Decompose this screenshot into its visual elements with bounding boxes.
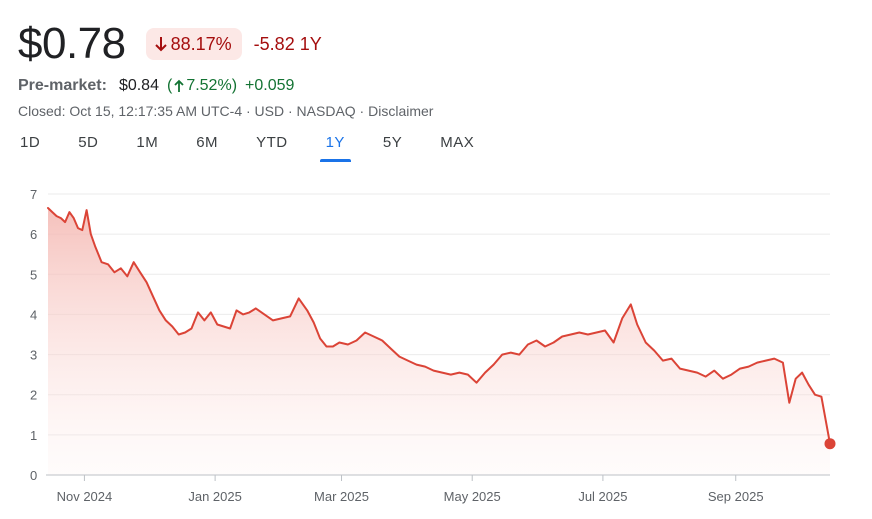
x-tick-label-3: May 2025 [444,489,501,504]
price-row: $0.78 88.17% -5.82 1Y [18,16,858,72]
x-tick-label-0: Nov 2024 [57,489,113,504]
tab-1y[interactable]: 1Y [319,130,352,162]
change-absolute: -5.82 1Y [253,33,322,54]
price-chart[interactable]: 0 1 2 3 4 5 6 7 Nov 2024 Jan 2025 Mar 2025 May 2025… [0,170,872,519]
premarket-percent-value: 7.52% [186,77,232,94]
premarket-row: Pre-market: $0.84 ( 7.52% ) +0.059 [18,74,858,98]
y-tick-label-0: 0 [30,468,37,483]
tab-1d[interactable]: 1D [20,134,41,151]
y-tick-label-1: 1 [30,428,37,443]
closed-info: Closed: Oct 15, 12:17:35 AM UTC-4 · USD … [18,103,369,119]
premarket-label: Pre-market: [18,77,107,94]
y-tick-label-2: 2 [30,388,37,403]
y-tick-label-6: 6 [30,227,37,242]
disclaimer-link[interactable]: Disclaimer [368,103,434,119]
tab-max[interactable]: MAX [440,134,475,151]
time-range-tabs: 1D 5D 1M 6M YTD 1Y 5Y MAX [20,130,512,162]
last-price-marker [824,438,836,450]
y-tick-label-3: 3 [30,348,37,363]
arrow-down-icon [154,37,167,52]
premarket-close-paren: ) [231,77,238,94]
x-tick-label-5: Sep 2025 [708,489,764,504]
tab-ytd[interactable]: YTD [256,134,288,151]
premarket-price: $0.84 [118,77,159,94]
y-tick-label-7: 7 [30,187,37,202]
arrow-up-icon [174,79,184,92]
tab-5d[interactable]: 5D [78,134,99,151]
y-tick-label-4: 4 [30,307,37,322]
current-price: $0.78 [18,19,126,68]
tab-5y[interactable]: 5Y [382,134,403,151]
tab-6m[interactable]: 6M [196,134,219,151]
x-tick-label-1: Jan 2025 [188,489,242,504]
closed-info-row: Closed: Oct 15, 12:17:35 AM UTC-4 · USD … [18,100,858,122]
series-line-0 [47,207,831,445]
premarket-percent: ( 7.52% ) [167,77,237,95]
premarket-absolute: +0.059 [245,77,295,94]
x-tick-label-2: Mar 2025 [314,489,369,504]
premarket-open-paren: ( [166,77,173,94]
tab-1m[interactable]: 1M [136,134,159,151]
change-percent-badge: 88.17% [145,28,242,60]
change-percent-value: 88.17% [170,33,232,54]
quote-header: $0.78 88.17% -5.82 1Y Pre-market: $0.84 … [18,16,858,122]
x-tick-label-4: Jul 2025 [578,489,627,504]
y-tick-label-5: 5 [30,267,37,282]
series-area-0 [48,208,830,475]
